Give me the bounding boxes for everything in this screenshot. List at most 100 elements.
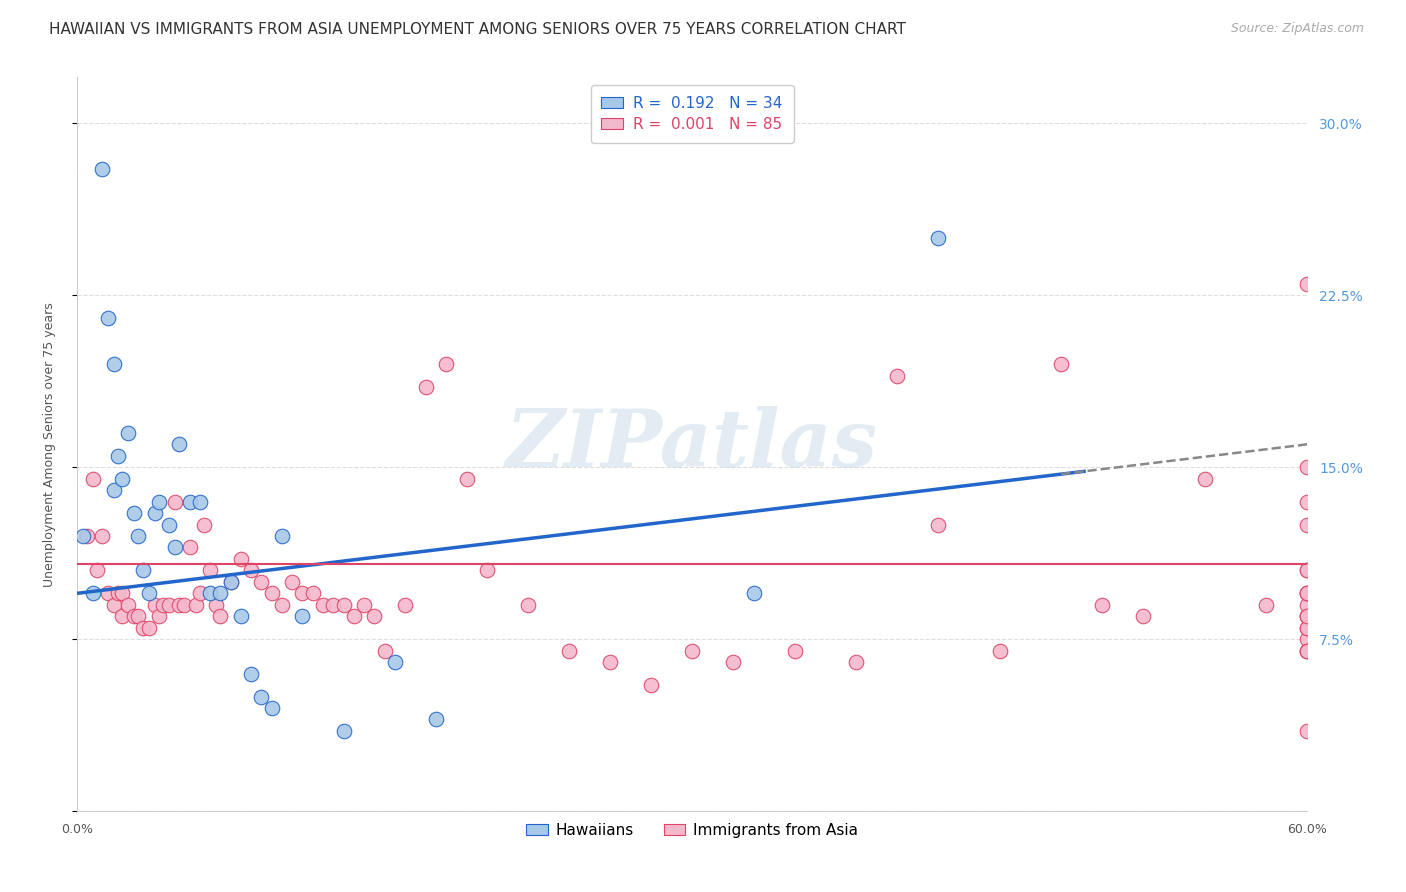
Immigrants from Asia bbox=[1296, 517, 1319, 532]
Hawaiians bbox=[72, 529, 94, 543]
Immigrants from Asia bbox=[558, 643, 581, 657]
Immigrants from Asia bbox=[127, 609, 149, 624]
Immigrants from Asia bbox=[845, 655, 868, 669]
Immigrants from Asia bbox=[353, 598, 375, 612]
Hawaiians bbox=[425, 713, 447, 727]
Immigrants from Asia bbox=[301, 586, 323, 600]
Immigrants from Asia bbox=[138, 621, 160, 635]
Hawaiians bbox=[209, 586, 232, 600]
Immigrants from Asia bbox=[1296, 563, 1319, 577]
Hawaiians bbox=[117, 425, 139, 440]
Hawaiians bbox=[103, 357, 125, 371]
Hawaiians bbox=[148, 494, 170, 508]
Text: ZIPatlas: ZIPatlas bbox=[506, 406, 879, 483]
Hawaiians bbox=[131, 563, 153, 577]
Immigrants from Asia bbox=[1050, 357, 1073, 371]
Hawaiians bbox=[157, 517, 180, 532]
Immigrants from Asia bbox=[1296, 586, 1319, 600]
Immigrants from Asia bbox=[111, 586, 134, 600]
Hawaiians bbox=[124, 506, 146, 520]
Immigrants from Asia bbox=[1296, 643, 1319, 657]
Immigrants from Asia bbox=[90, 529, 112, 543]
Hawaiians bbox=[200, 586, 222, 600]
Immigrants from Asia bbox=[205, 598, 228, 612]
Immigrants from Asia bbox=[927, 517, 949, 532]
Text: HAWAIIAN VS IMMIGRANTS FROM ASIA UNEMPLOYMENT AMONG SENIORS OVER 75 YEARS CORREL: HAWAIIAN VS IMMIGRANTS FROM ASIA UNEMPLO… bbox=[49, 22, 905, 37]
Immigrants from Asia bbox=[229, 552, 252, 566]
Immigrants from Asia bbox=[76, 529, 98, 543]
Immigrants from Asia bbox=[179, 541, 201, 555]
Immigrants from Asia bbox=[107, 586, 129, 600]
Immigrants from Asia bbox=[1296, 643, 1319, 657]
Immigrants from Asia bbox=[103, 598, 125, 612]
Hawaiians bbox=[138, 586, 160, 600]
Immigrants from Asia bbox=[1296, 609, 1319, 624]
Hawaiians bbox=[169, 437, 191, 451]
Immigrants from Asia bbox=[219, 574, 242, 589]
Immigrants from Asia bbox=[1296, 563, 1319, 577]
Immigrants from Asia bbox=[1296, 621, 1319, 635]
Immigrants from Asia bbox=[1296, 494, 1319, 508]
Immigrants from Asia bbox=[988, 643, 1011, 657]
Immigrants from Asia bbox=[681, 643, 703, 657]
Hawaiians bbox=[291, 609, 314, 624]
Immigrants from Asia bbox=[111, 609, 134, 624]
Immigrants from Asia bbox=[373, 643, 395, 657]
Hawaiians bbox=[271, 529, 294, 543]
Immigrants from Asia bbox=[148, 609, 170, 624]
Immigrants from Asia bbox=[312, 598, 335, 612]
Immigrants from Asia bbox=[165, 494, 187, 508]
Immigrants from Asia bbox=[640, 678, 662, 692]
Hawaiians bbox=[143, 506, 166, 520]
Immigrants from Asia bbox=[322, 598, 344, 612]
Immigrants from Asia bbox=[271, 598, 294, 612]
Immigrants from Asia bbox=[1194, 472, 1216, 486]
Hawaiians bbox=[219, 574, 242, 589]
Immigrants from Asia bbox=[260, 586, 283, 600]
Hawaiians bbox=[107, 449, 129, 463]
Hawaiians bbox=[250, 690, 273, 704]
Immigrants from Asia bbox=[1296, 460, 1319, 475]
Immigrants from Asia bbox=[343, 609, 366, 624]
Y-axis label: Unemployment Among Seniors over 75 years: Unemployment Among Seniors over 75 years bbox=[44, 301, 56, 587]
Legend: Hawaiians, Immigrants from Asia: Hawaiians, Immigrants from Asia bbox=[520, 817, 865, 844]
Hawaiians bbox=[127, 529, 149, 543]
Hawaiians bbox=[165, 541, 187, 555]
Immigrants from Asia bbox=[517, 598, 540, 612]
Hawaiians bbox=[97, 311, 120, 326]
Hawaiians bbox=[188, 494, 211, 508]
Immigrants from Asia bbox=[1296, 632, 1319, 647]
Immigrants from Asia bbox=[1296, 586, 1319, 600]
Immigrants from Asia bbox=[200, 563, 222, 577]
Immigrants from Asia bbox=[240, 563, 263, 577]
Immigrants from Asia bbox=[169, 598, 191, 612]
Immigrants from Asia bbox=[250, 574, 273, 589]
Immigrants from Asia bbox=[157, 598, 180, 612]
Hawaiians bbox=[103, 483, 125, 498]
Immigrants from Asia bbox=[1296, 598, 1319, 612]
Hawaiians bbox=[179, 494, 201, 508]
Immigrants from Asia bbox=[193, 517, 215, 532]
Immigrants from Asia bbox=[124, 609, 146, 624]
Hawaiians bbox=[111, 472, 134, 486]
Immigrants from Asia bbox=[86, 563, 108, 577]
Immigrants from Asia bbox=[1296, 621, 1319, 635]
Immigrants from Asia bbox=[1296, 643, 1319, 657]
Hawaiians bbox=[82, 586, 104, 600]
Immigrants from Asia bbox=[886, 368, 908, 383]
Hawaiians bbox=[240, 666, 263, 681]
Hawaiians bbox=[260, 701, 283, 715]
Hawaiians bbox=[927, 231, 949, 245]
Hawaiians bbox=[332, 723, 354, 738]
Text: Source: ZipAtlas.com: Source: ZipAtlas.com bbox=[1230, 22, 1364, 36]
Hawaiians bbox=[742, 586, 765, 600]
Immigrants from Asia bbox=[152, 598, 174, 612]
Immigrants from Asia bbox=[209, 609, 232, 624]
Immigrants from Asia bbox=[1296, 586, 1319, 600]
Immigrants from Asia bbox=[1296, 723, 1319, 738]
Hawaiians bbox=[90, 162, 112, 177]
Immigrants from Asia bbox=[131, 621, 153, 635]
Immigrants from Asia bbox=[173, 598, 195, 612]
Immigrants from Asia bbox=[184, 598, 207, 612]
Immigrants from Asia bbox=[456, 472, 478, 486]
